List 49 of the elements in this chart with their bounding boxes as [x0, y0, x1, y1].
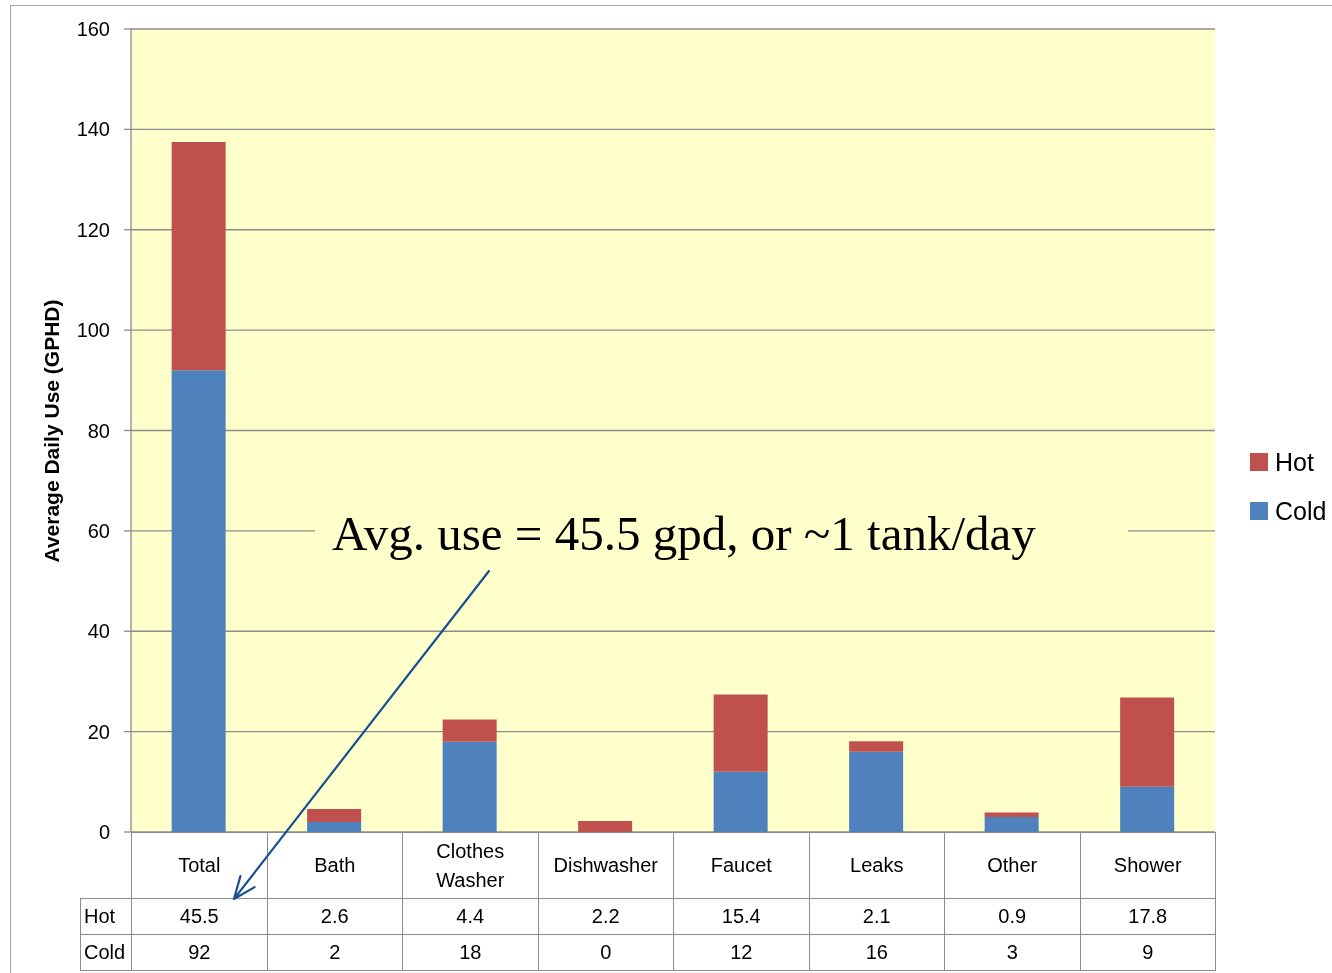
data-label: 2.1	[808, 898, 945, 935]
x-tick-label: Leaks	[850, 853, 904, 878]
text: Cold	[84, 941, 126, 963]
x-tick-label: Other	[987, 853, 1038, 878]
text: Hot	[84, 905, 116, 927]
y-tick-label: 0	[98, 821, 110, 844]
bar	[1120, 697, 1175, 787]
data-label: 9	[1079, 934, 1216, 971]
bar	[578, 820, 633, 832]
legend-label: Hot	[1275, 447, 1314, 476]
x-tick-label: Bath	[314, 853, 356, 878]
bar	[984, 812, 1039, 817]
bar	[171, 141, 226, 371]
data-label: 0.9	[944, 898, 1081, 935]
x-tick-label: Total	[178, 853, 221, 878]
y-tick-label: 20	[87, 720, 110, 743]
x-tick-label: Dishwasher	[553, 853, 658, 878]
data-label: 16	[808, 934, 945, 971]
y-tick-label: 80	[87, 419, 110, 442]
data-label: 12	[673, 934, 810, 971]
y-tick-label: 60	[87, 519, 110, 542]
x-tick-label: Shower	[1113, 853, 1182, 878]
data-label: 18	[402, 934, 539, 971]
data-label: 92	[131, 934, 268, 971]
bar	[442, 719, 497, 742]
annotation: Avg. use = 45.5 gpd, or ~1 tank/day	[332, 504, 1036, 562]
data-label: 17.8	[1079, 898, 1216, 935]
x-tick-label: Faucet	[710, 853, 772, 878]
x-tick-label: Clothes Washer	[435, 838, 506, 893]
bar	[984, 816, 1039, 832]
data-label: 0	[537, 934, 674, 971]
data-label: 2.2	[537, 898, 674, 935]
bar	[307, 808, 362, 822]
bar	[849, 741, 904, 752]
y-tick-label: 120	[76, 218, 110, 241]
bar	[713, 694, 768, 772]
legend-label: Cold	[1275, 496, 1327, 525]
y-tick-label: 160	[76, 18, 110, 41]
data-label: 2	[266, 934, 403, 971]
y-tick-label: 140	[76, 118, 110, 141]
y-tick-label: 40	[87, 620, 110, 643]
bar	[307, 821, 362, 832]
data-label: 4.4	[402, 898, 539, 935]
y-tick-label: 100	[76, 319, 110, 342]
data-label: 45.5	[131, 898, 268, 935]
data-label: 15.4	[673, 898, 810, 935]
y-axis-title: Average Daily Use (GPHD)	[40, 299, 63, 562]
data-label: 2.6	[266, 898, 403, 935]
data-label: 3	[944, 934, 1081, 971]
